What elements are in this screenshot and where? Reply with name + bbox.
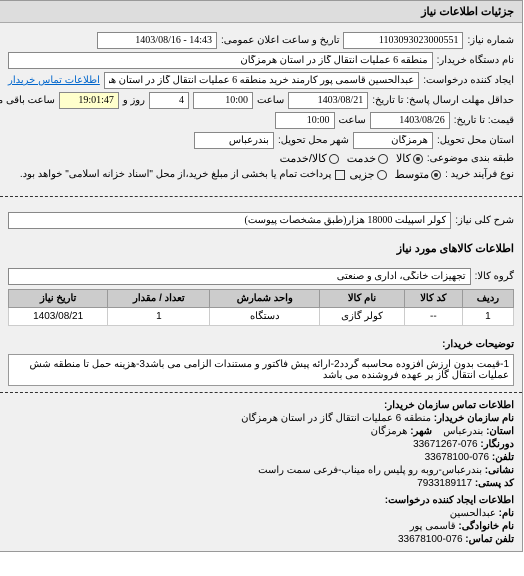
org-fax-label: دورنگار:: [481, 439, 515, 450]
td-name: کولر گازی: [321, 308, 406, 326]
table-row[interactable]: 1 -- کولر گازی دستگاه 1 1403/08/21: [10, 308, 515, 326]
treasury-checkbox[interactable]: [336, 170, 346, 180]
org-province-label: استان:: [487, 426, 515, 437]
announce-date-label: تاریخ و ساعت اعلان عمومی:: [222, 35, 341, 46]
creator-input[interactable]: [105, 72, 420, 89]
creator-phone-label: تلفن تماس:: [466, 534, 515, 545]
org-phone-value: 076-33678100: [426, 452, 491, 463]
creator-name-value: عبدالحسین: [451, 508, 497, 519]
city-input[interactable]: [195, 132, 275, 149]
radio-product[interactable]: کالا/خدمت: [281, 152, 340, 165]
radio-small[interactable]: جزیی: [350, 168, 387, 181]
org-postal-label: کد پستی:: [476, 478, 515, 489]
goods-section-title: اطلاعات کالاهای مورد نیاز: [1, 238, 523, 259]
buyer-org-label: نام دستگاه خریدار:: [438, 55, 515, 66]
org-postal-value: 7933189117: [418, 478, 473, 489]
time-label-2: ساعت: [340, 115, 367, 126]
need-desc-input[interactable]: [9, 212, 452, 229]
price-time-input[interactable]: [276, 112, 336, 129]
goods-table: ردیف کد کالا نام کالا واحد شمارش تعداد /…: [9, 289, 515, 326]
remaining-suffix: ساعت باقی مانده: [0, 95, 56, 106]
creator-section-title: اطلاعات ایجاد کننده درخواست:: [386, 495, 515, 506]
radio-circle-icon: [378, 170, 388, 180]
creator-phone-value: 076-33678100: [399, 534, 464, 545]
purchase-type-label: نوع فرآیند خرید :: [446, 169, 515, 180]
panel-header: جزئیات اطلاعات نیاز: [1, 1, 523, 23]
deadline-time-input[interactable]: [194, 92, 254, 109]
org-name-label: نام سازمان خریدار:: [435, 413, 515, 424]
th-date: تاریخ نیاز: [10, 290, 109, 308]
radio-small-label: جزیی: [350, 168, 375, 181]
request-no-input[interactable]: [344, 32, 464, 49]
subject-radio-group: کالا خدمت کالا/خدمت: [281, 152, 424, 165]
td-date: 1403/08/21: [10, 308, 109, 326]
remaining-label: روز و: [124, 95, 146, 106]
deadline-label: حداقل مهلت ارسال پاسخ: تا تاریخ:: [373, 95, 515, 106]
contact-section-title: اطلاعات تماس سازمان خریدار:: [385, 400, 515, 411]
radio-circle-icon: [432, 170, 442, 180]
radio-all-label: کالا: [397, 152, 412, 165]
org-city-value: هرمزگان: [372, 426, 409, 437]
subject-class-label: طبقه بندی موضوعی:: [428, 153, 515, 164]
province-input[interactable]: [354, 132, 434, 149]
province-label: استان محل تحویل:: [438, 135, 515, 146]
td-qty: 1: [109, 308, 211, 326]
time-label-1: ساعت: [258, 95, 285, 106]
th-qty: تعداد / مقدار: [109, 290, 211, 308]
creator-family-value: قاسمی پور: [411, 521, 457, 532]
radio-medium-label: متوسط: [396, 168, 431, 181]
buyer-desc-label: توضیحات خریدار:: [443, 339, 515, 350]
org-province-value: بندرعباس: [444, 426, 484, 437]
radio-circle-icon: [330, 154, 340, 164]
price-date-label: قیمت: تا تاریخ:: [455, 115, 515, 126]
org-fax-value: 076-33671267: [414, 439, 479, 450]
org-phone-label: تلفن:: [493, 452, 515, 463]
contact-link[interactable]: اطلاعات تماس خریدار: [9, 75, 101, 86]
radio-product-label: کالا/خدمت: [281, 152, 328, 165]
table-header-row: ردیف کد کالا نام کالا واحد شمارش تعداد /…: [10, 290, 515, 308]
creator-name-label: نام:: [500, 508, 515, 519]
buyer-desc-box: 1-قیمت بدون ارزش افزوده محاسبه گردد2-ارا…: [9, 354, 515, 386]
org-city-label: شهر:: [411, 426, 433, 437]
goods-group-input[interactable]: [9, 268, 472, 285]
deadline-date-input[interactable]: [289, 92, 369, 109]
th-name: نام کالا: [321, 290, 406, 308]
radio-circle-icon: [379, 154, 389, 164]
purchase-radio-group: متوسط جزیی: [350, 168, 442, 181]
request-no-label: شماره نیاز:: [468, 35, 515, 46]
price-date-input[interactable]: [371, 112, 451, 129]
radio-medium[interactable]: متوسط: [396, 168, 443, 181]
remaining-days-input[interactable]: [150, 92, 190, 109]
th-code: کد کالا: [405, 290, 463, 308]
radio-all[interactable]: کالا: [397, 152, 424, 165]
purchase-note: پرداخت تمام یا بخشی از مبلغ خرید،از محل …: [21, 169, 333, 180]
org-address-label: نشانی:: [486, 465, 515, 476]
th-unit: واحد شمارش: [211, 290, 321, 308]
goods-group-label: گروه کالا:: [476, 271, 515, 282]
radio-service-label: خدمت: [348, 152, 377, 165]
td-unit: دستگاه: [211, 308, 321, 326]
creator-family-label: نام خانوادگی:: [459, 521, 515, 532]
th-row: ردیف: [463, 290, 514, 308]
org-name-value: منطقه 6 عملیات انتقال گاز در استان هرمزگ…: [242, 413, 432, 424]
td-code: --: [405, 308, 463, 326]
radio-circle-icon: [414, 154, 424, 164]
td-row: 1: [463, 308, 514, 326]
city-label: شهر محل تحویل:: [279, 135, 350, 146]
radio-service[interactable]: خدمت: [348, 152, 389, 165]
creator-label: ایجاد کننده درخواست:: [424, 75, 515, 86]
org-address-value: بندرعباس-روبه رو پلیس راه میناب-فرعی سمت…: [259, 465, 483, 476]
need-desc-label: شرح کلی نیاز:: [456, 215, 515, 226]
remaining-time-input: [60, 92, 120, 109]
announce-date-input[interactable]: [98, 32, 218, 49]
buyer-org-input[interactable]: [9, 52, 434, 69]
